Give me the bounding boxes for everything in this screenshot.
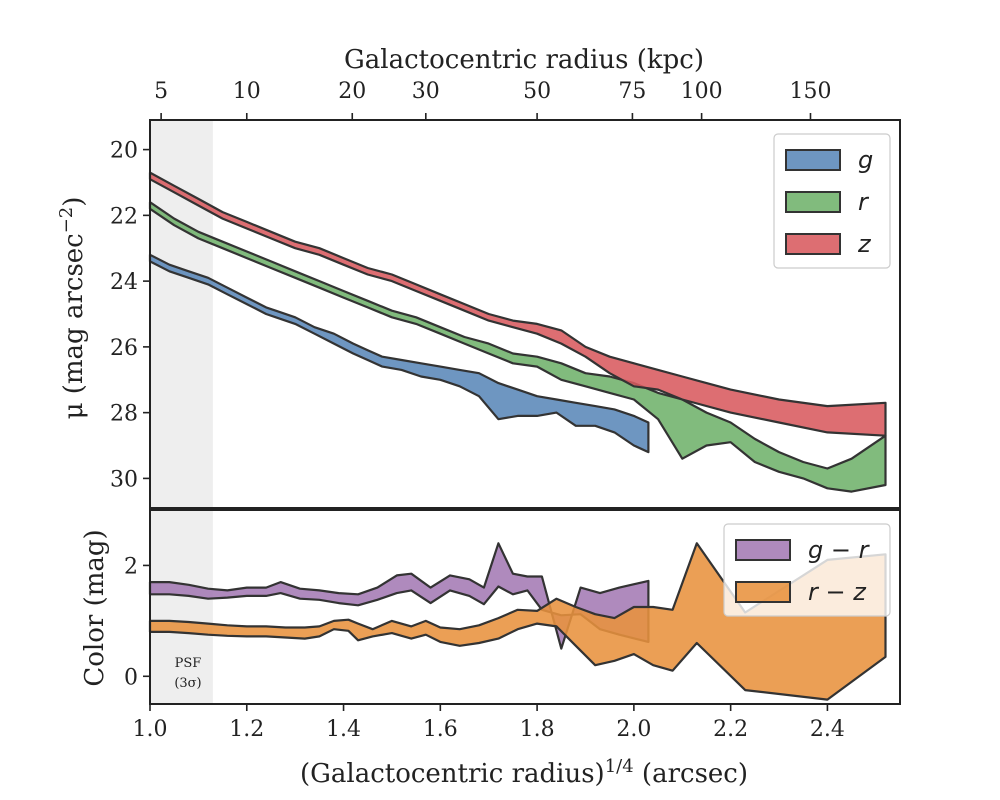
- surface-brightness-legend: grz: [773, 133, 891, 269]
- top-x-tick-label: 20: [338, 79, 366, 104]
- band-g: [148, 253, 650, 454]
- color-legend: g − r r − z: [723, 523, 891, 617]
- legend-swatch-z: [785, 233, 841, 255]
- color-plot-frame: [149, 509, 901, 705]
- top-x-tick-label: 10: [233, 79, 261, 104]
- psf-shaded-region: [150, 510, 213, 704]
- top-x-tick-label: 5: [154, 79, 168, 104]
- x-tick-label: 2.4: [810, 717, 845, 742]
- color-y-axis-ticks: 02: [124, 554, 150, 690]
- surface-brightness-plot-frame: [149, 119, 901, 509]
- surface-brightness-panel: 20 22 24 26 28 30 5 10 20 30 50 75 100 150 grz Galac…: [56, 45, 901, 509]
- surface-brightness-series: [148, 171, 887, 493]
- color-series: [148, 542, 887, 701]
- color-y-axis-title: Color (mag): [80, 529, 110, 686]
- band-r: [148, 201, 887, 493]
- x-tick-label: 1.0: [133, 717, 168, 742]
- band-z: [148, 171, 887, 437]
- top-x-axis-title: Galactocentric radius (kpc): [344, 45, 704, 75]
- y-axis-title: μ (mag arcsec−2): [56, 197, 89, 420]
- y-tick-label: 24: [110, 270, 138, 295]
- legend-label-g-r: g − r: [808, 536, 871, 564]
- legend-swatch-r-z: [735, 581, 791, 603]
- top-x-axis-ticks: 5 10 20 30 50 75 100 150: [154, 79, 831, 120]
- legend-swatch-g: [785, 149, 841, 171]
- top-x-tick-label: 75: [618, 79, 646, 104]
- y-axis-ticks: 20 22 24 26 28 30: [110, 139, 150, 492]
- legend-label-z: z: [857, 230, 872, 258]
- y-tick-label: 28: [110, 402, 138, 427]
- band-r-z: [148, 542, 887, 701]
- legend-label-r: r: [858, 188, 870, 216]
- x-tick-label: 1.4: [326, 717, 361, 742]
- legend-swatch-r: [785, 191, 841, 213]
- top-x-tick-label: 100: [681, 79, 723, 104]
- y-tick-label: 26: [110, 336, 138, 361]
- top-x-tick-label: 150: [789, 79, 831, 104]
- y-tick-label: 22: [110, 204, 138, 229]
- psf-label-sigma: (3σ): [174, 676, 201, 691]
- legend-label-g: g: [858, 146, 873, 174]
- y-tick-label: 20: [110, 139, 138, 164]
- x-axis-title: (Galactocentric radius)1/4 (arcsec): [300, 756, 748, 789]
- top-x-tick-label: 50: [523, 79, 551, 104]
- y-tick-label: 2: [124, 554, 138, 579]
- y-tick-label: 30: [110, 467, 138, 492]
- x-tick-label: 1.8: [520, 717, 555, 742]
- top-x-tick-label: 30: [412, 79, 440, 104]
- y-tick-label: 0: [124, 665, 138, 690]
- x-axis-ticks: 1.0 1.2 1.4 1.6 1.8 2.0 2.2 2.4: [133, 704, 845, 742]
- x-tick-label: 2.2: [713, 717, 748, 742]
- color-panel: 02 1.0 1.2 1.4 1.6 1.8 2.0 2.2 2.4 g − rr − z P…: [80, 509, 901, 789]
- x-tick-label: 2.0: [616, 717, 651, 742]
- legend-label-r-z: r − z: [808, 578, 867, 606]
- legend-swatch-g-r: [735, 539, 791, 561]
- x-tick-label: 1.2: [229, 717, 264, 742]
- psf-label: PSF: [175, 656, 202, 671]
- x-tick-label: 1.6: [423, 717, 458, 742]
